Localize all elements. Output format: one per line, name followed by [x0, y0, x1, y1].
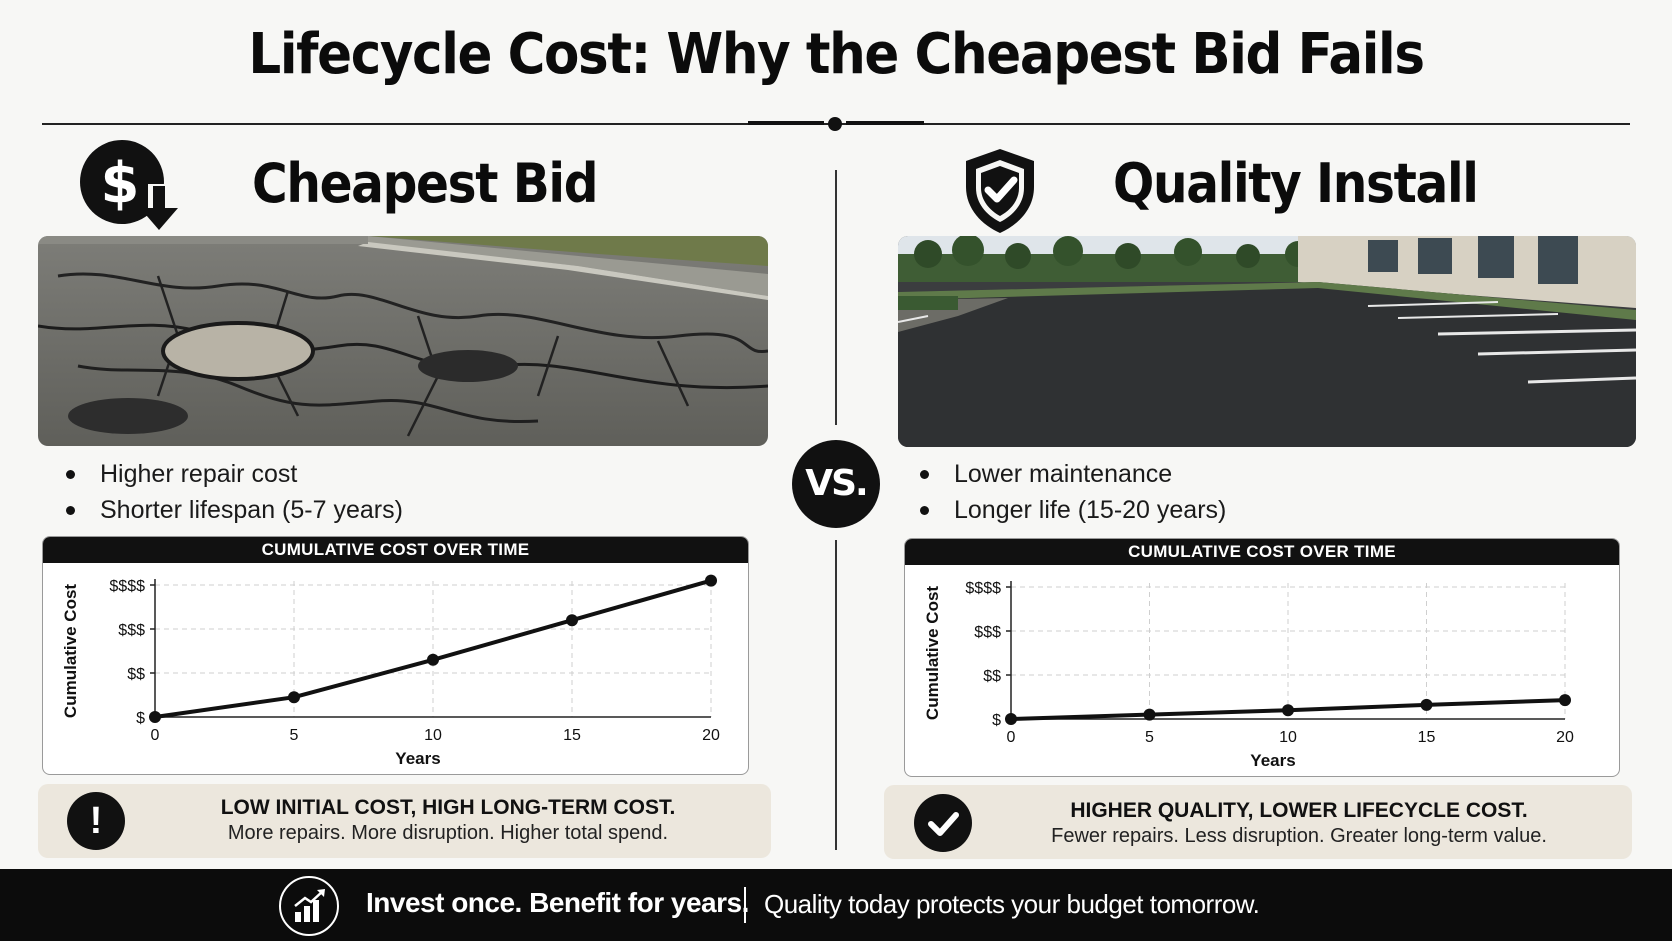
- svg-text:$: $: [101, 151, 140, 216]
- cheapest-bid-callout: ! LOW INITIAL COST, HIGH LONG-TERM COST.…: [38, 784, 771, 858]
- center-divider: [835, 540, 837, 850]
- x-tick-label: 20: [1556, 729, 1574, 746]
- data-point: [1559, 694, 1571, 707]
- footer-tagline: Quality today protects your budget tomor…: [764, 889, 1260, 919]
- x-tick-label: 5: [290, 727, 299, 744]
- quality-install-callout: HIGHER QUALITY, LOWER LIFECYCLE COST. Fe…: [884, 785, 1632, 859]
- data-point: [705, 574, 717, 587]
- growth-chart-icon: [279, 876, 339, 936]
- bullet-item: Longer life (15-20 years): [916, 492, 1226, 528]
- x-tick-label: 0: [1007, 729, 1016, 746]
- y-axis-label: Cumulative Cost: [61, 584, 80, 718]
- page-title: Lifecycle Cost: Why the Cheapest Bid Fai…: [248, 22, 1425, 87]
- x-tick-label: 20: [702, 727, 720, 744]
- x-tick-label: 15: [563, 727, 581, 744]
- bullet-item: Shorter lifespan (5-7 years): [62, 492, 403, 528]
- footer-headline: Invest once. Benefit for years.: [366, 887, 749, 918]
- data-point: [1005, 713, 1017, 725]
- footer-banner: Invest once. Benefit for years. Quality …: [0, 869, 1672, 941]
- y-tick-label: $$$: [118, 622, 145, 639]
- x-tick-label: 10: [424, 727, 442, 744]
- callout-title: LOW INITIAL COST, HIGH LONG-TERM COST.: [220, 796, 676, 819]
- x-tick-label: 5: [1145, 729, 1154, 746]
- data-point: [149, 711, 161, 723]
- x-tick-label: 15: [1418, 729, 1436, 746]
- data-point: [1420, 698, 1433, 711]
- cracked-asphalt-photo: [38, 236, 768, 446]
- data-point: [566, 614, 578, 627]
- y-tick-label: $: [136, 710, 145, 727]
- cheapest-bid-bullets: Higher repair cost Shorter lifespan (5-7…: [62, 456, 403, 528]
- chart-title: CUMULATIVE COST OVER TIME: [43, 537, 748, 563]
- y-tick-label: $: [992, 712, 1001, 729]
- data-point: [1143, 708, 1156, 721]
- chart-title: CUMULATIVE COST OVER TIME: [905, 539, 1619, 565]
- x-axis-label: Years: [1250, 751, 1295, 770]
- data-point: [427, 653, 439, 666]
- center-divider: [835, 170, 837, 425]
- callout-title: HIGHER QUALITY, LOWER LIFECYCLE COST.: [1070, 799, 1528, 822]
- y-tick-label: $$$$: [965, 580, 1001, 597]
- y-tick-label: $$: [127, 666, 145, 683]
- quality-install-heading: Quality Install: [1113, 152, 1479, 215]
- y-axis-label: Cumulative Cost: [923, 586, 942, 720]
- x-tick-label: 0: [151, 727, 160, 744]
- y-tick-label: $$$$: [109, 578, 145, 595]
- data-point: [1282, 704, 1294, 717]
- y-tick-label: $$: [983, 668, 1001, 685]
- title-divider-accent: [748, 121, 824, 125]
- title-divider-accent: [846, 121, 924, 125]
- vs-badge: VS.: [792, 440, 880, 528]
- x-tick-label: 10: [1279, 729, 1297, 746]
- cheapest-bid-chart: CUMULATIVE COST OVER TIME $ $$ $$$ $$$$ 0 5 10…: [42, 536, 749, 775]
- bullet-item: Higher repair cost: [62, 456, 403, 492]
- quality-install-chart: CUMULATIVE COST OVER TIME $ $$ $$$ $$$$ 0 5 10…: [904, 538, 1620, 777]
- footer-separator: [744, 887, 746, 923]
- callout-subtitle: Fewer repairs. Less disruption. Greater …: [1051, 825, 1547, 847]
- callout-subtitle: More repairs. More disruption. Higher to…: [227, 822, 669, 844]
- x-axis-label: Years: [395, 749, 440, 768]
- y-tick-label: $$$: [974, 624, 1001, 641]
- title-divider-dot: [828, 117, 842, 131]
- fresh-asphalt-parking-lot-photo: [898, 236, 1636, 447]
- dollar-down-icon: $: [80, 140, 178, 230]
- quality-install-bullets: Lower maintenance Longer life (15-20 yea…: [916, 456, 1226, 528]
- check-icon: [914, 794, 972, 852]
- shield-check-icon: [966, 149, 1034, 233]
- cheapest-bid-heading: Cheapest Bid: [252, 152, 598, 215]
- bullet-item: Lower maintenance: [916, 456, 1226, 492]
- data-point: [288, 691, 300, 704]
- exclamation-icon: !: [67, 792, 125, 850]
